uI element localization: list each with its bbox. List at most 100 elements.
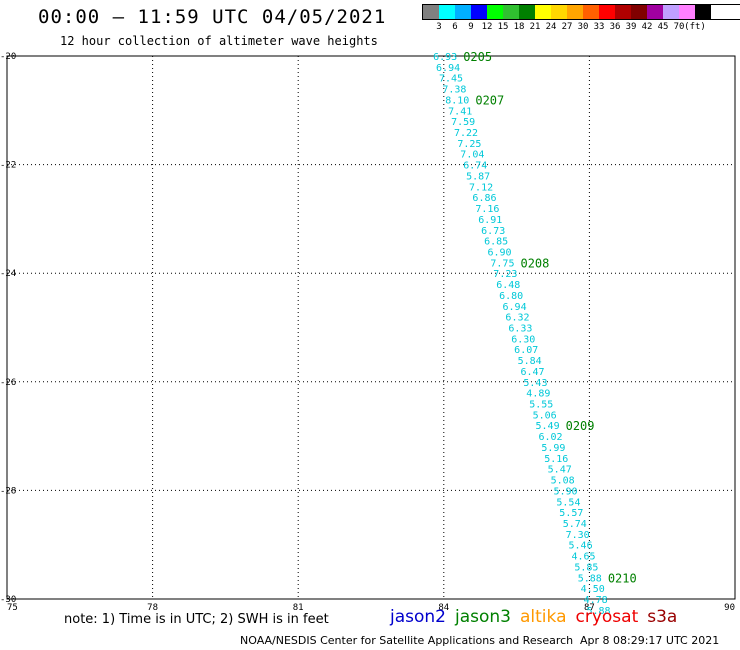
wave-height-value: 5.55 <box>529 400 553 411</box>
legend-labels: 3 6 9 12 15 18 21 24 27 30 33 36 39 42 45 70 (ft) <box>422 20 740 34</box>
satellite-name-jason2: jason2 <box>390 607 446 627</box>
grid-lines <box>7 56 735 599</box>
wave-height-value: 6.47 <box>520 367 544 378</box>
legend-tick-label: 9 <box>468 22 474 32</box>
wave-height-value: 4.89 <box>526 389 550 400</box>
wave-height-value: 6.86 <box>472 193 496 204</box>
legend-tick-label: 33 <box>593 22 605 32</box>
wave-height-value: 4.50 <box>581 584 605 595</box>
legend-swatch <box>503 5 519 19</box>
map-title: 00:00 – 11:59 UTC 04/05/2021 <box>38 6 387 28</box>
legend-swatch <box>471 5 487 19</box>
legend-swatch <box>647 5 663 19</box>
credit-text: NOAA/NESDIS Center for Satellite Applica… <box>240 634 574 647</box>
legend-swatch <box>695 5 711 19</box>
legend-tick-label: (ft) <box>684 22 706 32</box>
wave-height-value: 6.94 <box>503 302 527 313</box>
time-mark-label: 0207 <box>475 93 504 107</box>
legend-swatch <box>423 5 439 19</box>
color-legend: 3 6 9 12 15 18 21 24 27 30 33 36 39 42 45 70 (ft) <box>422 4 740 34</box>
wave-height-value: 6.07 <box>514 345 538 356</box>
wave-height-value: 5.46 <box>569 541 593 552</box>
wave-height-value: 5.74 <box>563 519 587 530</box>
wave-height-value: 6.48 <box>496 280 520 291</box>
wave-height-value: 5.16 <box>544 454 568 465</box>
wave-height-value: 5.90 <box>553 486 577 497</box>
generated-timestamp: Apr 8 08:29:17 UTC 2021 <box>580 634 720 647</box>
latitude-tick-label: -20 <box>0 52 16 62</box>
wave-height-value: 8.10 <box>445 95 469 106</box>
wave-height-value: 7.23 <box>493 269 517 280</box>
wave-height-value: 7.16 <box>475 204 499 215</box>
wave-height-value: 5.08 <box>551 476 575 487</box>
legend-tick-label: 12 <box>481 22 493 32</box>
wave-height-value: 6.02 <box>538 432 562 443</box>
wave-height-value: 7.45 <box>439 74 463 85</box>
wave-height-value: 6.33 <box>508 324 532 335</box>
longitude-tick-label: 90 <box>724 603 735 613</box>
legend-swatch <box>535 5 551 19</box>
legend-tick-label: 42 <box>641 22 653 32</box>
time-marks: 0205 0207 0208 0209 0210 <box>463 50 637 585</box>
footer-note: note: 1) Time is in UTC; 2) SWH is in fe… <box>64 612 329 627</box>
altimeter-track: 6.936.947.457.388.107.417.597.227.257.04… <box>433 52 610 617</box>
longitude-tick-label: 78 <box>147 603 158 613</box>
time-mark-label: 0208 <box>520 256 549 270</box>
legend-swatch <box>519 5 535 19</box>
legend-tick-label: 30 <box>577 22 589 32</box>
satellite-name-altika: altika <box>520 607 567 627</box>
wave-height-value: 5.84 <box>518 356 542 367</box>
satellite-name-s3a: s3a <box>647 607 678 627</box>
longitude-tick-label: 84 <box>438 603 449 613</box>
wave-height-value: 5.06 <box>533 410 557 421</box>
wave-height-value: 6.74 <box>463 161 487 172</box>
legend-swatch <box>615 5 631 19</box>
satellite-name-jason3: jason3 <box>455 607 511 627</box>
legend-swatch <box>663 5 679 19</box>
legend-tick-label: 21 <box>529 22 541 32</box>
time-mark-label: 0205 <box>463 50 492 64</box>
legend-tick-label: 6 <box>452 22 458 32</box>
latitude-labels: -20 -22 -24 -26 -28 -30 <box>0 52 16 605</box>
wave-height-value: 7.75 <box>490 258 514 269</box>
latitude-tick-label: -28 <box>0 486 16 496</box>
legend-tick-label: 27 <box>561 22 573 32</box>
wave-height-value: 7.22 <box>454 128 478 139</box>
latitude-tick-label: -24 <box>0 269 16 279</box>
map-subtitle: 12 hour collection of altimeter wave hei… <box>60 34 378 48</box>
wave-height-value: 5.85 <box>574 562 598 573</box>
wave-height-value: 7.38 <box>442 85 466 96</box>
satellite-name-cryosat: cryosat <box>575 607 639 627</box>
wave-height-value: 6.93 <box>433 52 457 63</box>
legend-tick-label: 24 <box>545 22 557 32</box>
legend-color-bar <box>422 4 740 20</box>
legend-tick-label: 18 <box>513 22 525 32</box>
legend-swatch <box>599 5 615 19</box>
legend-tick-label: 3 <box>436 22 442 32</box>
wave-height-value: 6.91 <box>478 215 502 226</box>
longitude-tick-label: 87 <box>584 603 595 613</box>
legend-swatch <box>551 5 567 19</box>
wave-height-value: 6.73 <box>481 226 505 237</box>
wave-height-value: 7.04 <box>460 150 484 161</box>
wave-height-value: 5.87 <box>466 171 490 182</box>
legend-swatch <box>487 5 503 19</box>
wave-height-value: 7.30 <box>566 530 590 541</box>
wave-height-value: 6.30 <box>511 334 535 345</box>
wave-height-value: 7.12 <box>469 182 493 193</box>
wave-height-value: 7.41 <box>448 106 472 117</box>
wave-height-value: 4.78 <box>584 595 608 606</box>
longitude-labels: 75 78 81 84 87 90 <box>7 603 735 613</box>
wave-height-value: 4.65 <box>571 552 595 563</box>
legend-swatch <box>455 5 471 19</box>
longitude-tick-label: 81 <box>293 603 304 613</box>
legend-tick-label: 15 <box>497 22 509 32</box>
wave-height-value: 5.57 <box>559 508 583 519</box>
wave-height-value: 6.85 <box>484 237 508 248</box>
legend-swatch <box>583 5 599 19</box>
time-mark-label: 0209 <box>566 419 595 433</box>
latitude-tick-label: -30 <box>0 595 16 605</box>
wave-height-value: 5.88 <box>578 573 602 584</box>
wave-height-value: 5.99 <box>541 443 565 454</box>
longitude-tick-label: 75 <box>7 603 18 613</box>
